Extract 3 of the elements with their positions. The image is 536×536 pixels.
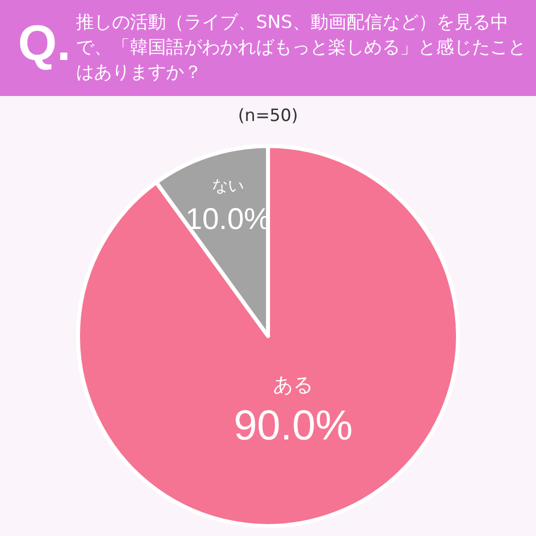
chart-subtitle: (n=50): [237, 106, 299, 126]
text: Q.: [18, 14, 71, 72]
chart-title: 推しの活動（ライブ、SNS、動画配信など）を見る中で、「韓国語がわかればもっと楽しめる」と感じたことはありますか？: [76, 11, 526, 85]
